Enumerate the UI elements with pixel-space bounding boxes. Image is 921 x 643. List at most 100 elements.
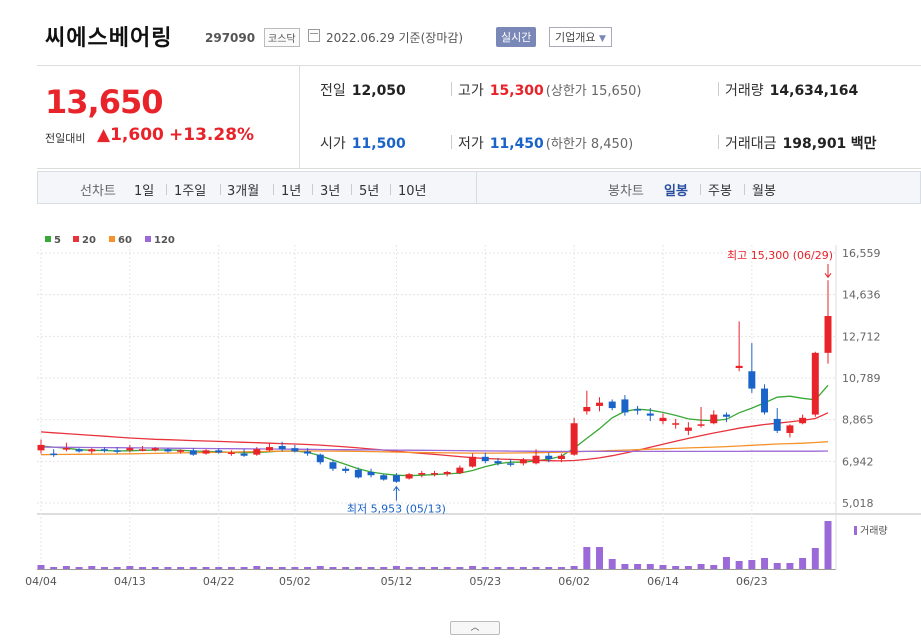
- candle-body: [304, 451, 312, 454]
- volume-bar: [684, 566, 692, 569]
- candle-body: [443, 471, 451, 475]
- volume-bar: [545, 567, 553, 569]
- volume-bar: [380, 567, 388, 569]
- day-low-label: 저가: [458, 136, 484, 152]
- legend-swatch: [145, 236, 151, 242]
- y-tick-label: 16,559: [842, 247, 881, 260]
- candle-body: [672, 423, 680, 425]
- ma120-line: [40, 446, 829, 453]
- candle-body: [684, 427, 692, 431]
- candle-body: [164, 449, 172, 452]
- candle-body: [139, 449, 147, 451]
- candle-body: [532, 455, 540, 464]
- day-low-value: 11,450: [489, 136, 544, 152]
- day-high-value: 15,300: [489, 83, 544, 99]
- candle-chart-label: 봉차트: [608, 184, 644, 199]
- period-1d-tab[interactable]: 1일: [134, 184, 155, 199]
- candle-body: [100, 449, 108, 451]
- low-annotation: 최저 5,953 (05/13): [347, 503, 446, 516]
- volume-bar: [507, 567, 515, 569]
- volume-bar: [570, 566, 578, 569]
- y-tick-label: 5,018: [842, 497, 874, 510]
- volume-bar: [722, 557, 730, 569]
- legend-swatch: [109, 236, 115, 242]
- volume-bar: [189, 567, 197, 569]
- candle-body: [392, 475, 400, 482]
- x-tick-label: 06/23: [736, 575, 768, 588]
- volume-bar: [621, 564, 629, 569]
- period-3m-tab[interactable]: 3개월: [227, 184, 260, 199]
- weekly-candle-tab[interactable]: 주봉: [708, 184, 732, 199]
- volume-bar: [811, 548, 819, 569]
- volume-bar: [456, 567, 464, 569]
- volume-bar: [431, 567, 438, 569]
- candle-body: [240, 453, 248, 456]
- high-arrow-head: [824, 272, 832, 279]
- volume-bar: [50, 567, 58, 569]
- volume-bar: [139, 567, 147, 569]
- volume-bar: [88, 566, 96, 569]
- prev-close-value: 12,050: [351, 83, 406, 99]
- volume-bar: [596, 547, 604, 569]
- candle-body: [88, 449, 96, 452]
- candle-body: [202, 450, 210, 454]
- period-3y-tab[interactable]: 3년: [320, 184, 341, 199]
- candle-body: [418, 473, 426, 475]
- candle-body: [659, 417, 667, 422]
- volume-bar: [786, 563, 794, 569]
- volume-bar: [126, 566, 134, 569]
- period-1y-tab[interactable]: 1년: [281, 184, 302, 199]
- prev-close-label: 전일: [320, 83, 346, 99]
- realtime-button[interactable]: 실시간: [496, 27, 537, 47]
- period-10y-tab[interactable]: 10년: [398, 184, 427, 199]
- volume-bar: [265, 567, 273, 569]
- volume-legend-swatch: [854, 526, 857, 535]
- candle-body: [608, 401, 616, 409]
- volume-bar: [253, 566, 261, 569]
- candle-body: [570, 423, 578, 455]
- legend-swatch: [73, 236, 79, 242]
- monthly-candle-tab[interactable]: 월봉: [752, 184, 776, 199]
- y-tick-label: 12,712: [842, 330, 881, 343]
- volume-bar: [799, 558, 807, 569]
- y-tick-label: 8,865: [842, 414, 874, 427]
- candle-body: [596, 402, 604, 406]
- current-price: 13,650: [45, 83, 163, 121]
- volume-bar: [646, 564, 654, 569]
- compare-label: 전일대비: [45, 132, 86, 145]
- volume-bar: [37, 565, 45, 569]
- chart-collapse-button[interactable]: ︿: [450, 621, 500, 635]
- period-1w-tab[interactable]: 1주일: [174, 184, 207, 199]
- candle-body: [507, 463, 515, 465]
- y-tick-label: 10,789: [842, 372, 881, 385]
- candle-body: [50, 453, 58, 456]
- open-price-label: 시가: [320, 136, 346, 152]
- volume-bar: [304, 567, 312, 569]
- volume-bar: [659, 565, 667, 569]
- period-5y-tab[interactable]: 5년: [359, 184, 380, 199]
- candle-body: [354, 469, 362, 478]
- volume: 거래량 14,634,164: [725, 80, 858, 100]
- volume-bar: [392, 566, 400, 569]
- volume-bar: [316, 566, 324, 569]
- volume-bar: [672, 566, 680, 569]
- ma60-line: [40, 441, 829, 456]
- volume-bar: [735, 561, 743, 569]
- y-tick-label: 14,636: [842, 289, 881, 302]
- company-overview-button[interactable]: 기업개요 ▼: [549, 27, 612, 47]
- x-tick-label: 05/23: [469, 575, 501, 588]
- candle-body: [316, 454, 324, 463]
- candle-body: [646, 413, 654, 416]
- volume-bar: [443, 567, 451, 569]
- daily-candle-tab[interactable]: 일봉: [664, 184, 688, 199]
- stock-header: 씨에스베어링 297090 코스닥 2022.06.29 기준(장마감) 실시간…: [0, 0, 921, 60]
- volume-bar: [342, 567, 350, 569]
- stock-code: 297090: [205, 31, 256, 45]
- current-price-cell: 13,650 전일대비 ▲1,600 +13.28%: [37, 66, 300, 168]
- candle-body: [481, 456, 489, 462]
- candle-body: [735, 365, 743, 369]
- candle-body: [177, 450, 185, 452]
- lower-limit: (하한가 8,450): [545, 137, 634, 152]
- candle-body: [557, 455, 565, 459]
